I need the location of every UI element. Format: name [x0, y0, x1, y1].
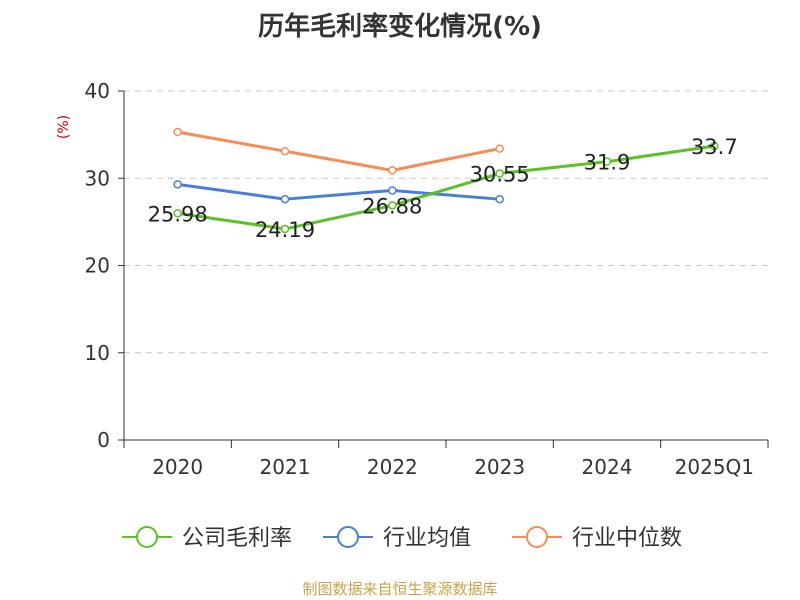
data-point: [388, 186, 397, 195]
series-line: [177, 130, 500, 172]
data-point: [495, 169, 504, 178]
x-tick-label: 2021: [260, 455, 311, 479]
data-point: [495, 194, 504, 204]
grid-lines: [124, 90, 768, 354]
data-label: 26.88: [362, 194, 422, 218]
legend-marker: [526, 526, 548, 548]
y-tick-label: 0: [97, 428, 110, 452]
legend-item: 行业中位数: [512, 526, 682, 551]
data-label: 31.9: [584, 151, 631, 175]
data-label: 25.98: [148, 202, 208, 226]
data-point: [388, 201, 397, 210]
y-tick-label: 40: [85, 79, 110, 103]
data-labels: 25.98 24.19 26.88 30.55 31.9 33.7: [148, 135, 738, 242]
series-1: [173, 141, 719, 234]
y-tick-label: 10: [85, 341, 110, 365]
series-group: [173, 127, 719, 234]
series-2: [173, 180, 504, 204]
data-point: [710, 141, 719, 151]
legend-label: 行业中位数: [572, 526, 682, 551]
series-3: [173, 127, 504, 175]
series-line: [177, 182, 500, 201]
x-tick-label: 2024: [582, 455, 633, 479]
legend-label: 行业均值: [383, 526, 471, 551]
series-line: [177, 144, 715, 231]
y-tick-label: 20: [85, 254, 110, 278]
axes: 0 10 20 30 40 2020 2021 2022 2023 2024 2025Q1: [85, 79, 769, 479]
data-point: [280, 194, 290, 204]
x-tick-label: 2022: [367, 455, 418, 479]
legend-item: 行业均值: [323, 526, 471, 551]
data-point: [280, 146, 290, 156]
x-tick-label: 2020: [152, 455, 203, 479]
source-note: 制图数据来自恒生聚源数据库: [302, 580, 498, 598]
y-tick-label: 30: [85, 166, 110, 190]
data-point: [173, 180, 182, 189]
data-point: [280, 224, 290, 234]
legend-marker: [337, 526, 359, 548]
data-point: [388, 166, 397, 175]
legend-label: 公司毛利率: [182, 526, 292, 551]
legend-item: 公司毛利率: [122, 526, 292, 551]
y-axis-label: (%): [56, 115, 72, 139]
data-point: [173, 209, 182, 218]
legend-marker: [136, 526, 158, 548]
data-label: 24.19: [255, 218, 315, 242]
data-label: 33.7: [691, 135, 738, 159]
chart-title: 历年毛利率变化情况(%): [258, 12, 542, 42]
data-label: 30.55: [470, 162, 530, 186]
x-tick-label: 2025Q1: [675, 455, 754, 479]
x-tick-label: 2023: [474, 455, 525, 479]
data-point: [602, 157, 612, 166]
legend: 公司毛利率 行业均值 行业中位数: [122, 526, 682, 551]
data-point: [495, 144, 504, 153]
data-point: [173, 127, 182, 137]
